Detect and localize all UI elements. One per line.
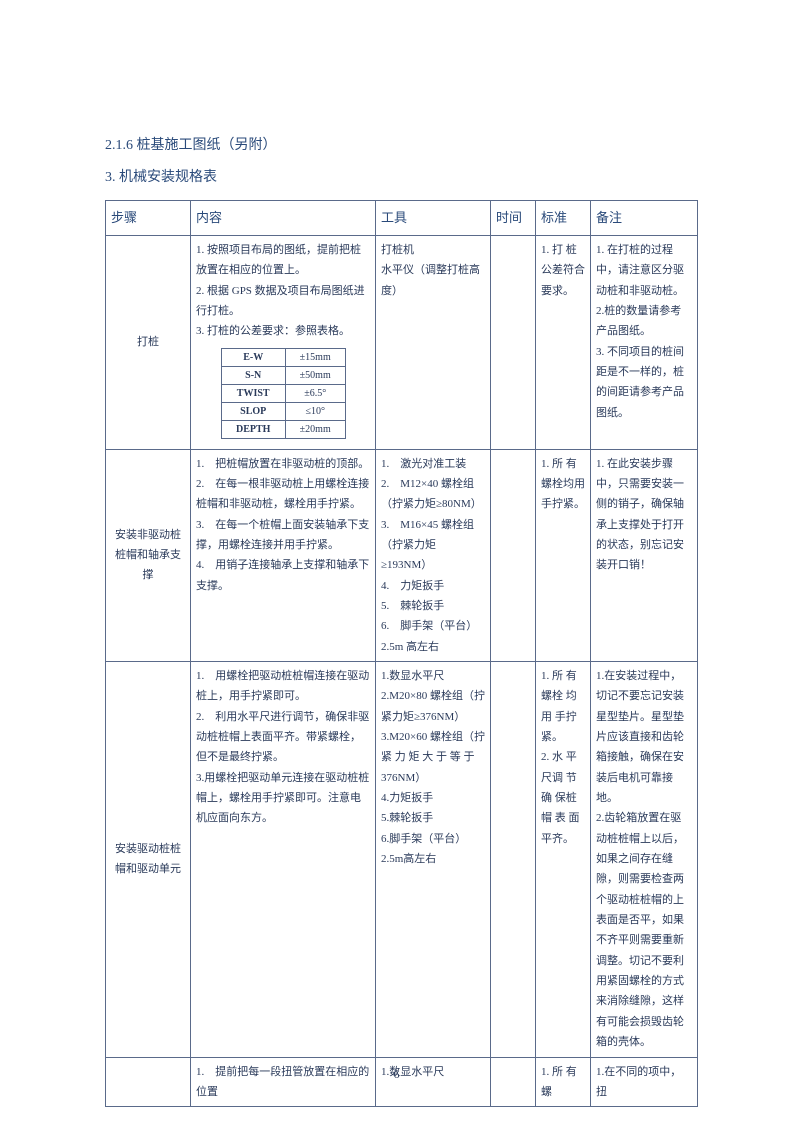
tolerance-table: E-W±15mm S-N±50mm TWIST±6.5° SLOP≤10° DE… [221,348,346,439]
heading-2: 3. 机械安装规格表 [105,167,698,189]
content-line: 2. 根据 GPS 数据及项目布局图纸进行打桩。 [196,285,365,317]
header-tool: 工具 [376,200,491,235]
tol-label: SLOP [221,402,285,420]
tool-cell: 1. 激光对准工装2. M12×40 螺栓组（拧紧力矩≥80NM）3. M16×… [376,449,491,661]
tol-label: DEPTH [221,420,285,438]
tol-value: ≤10° [285,402,345,420]
time-cell [491,235,536,449]
standard-cell: 1. 所 有 螺栓 均 用 手拧紧。2. 水 平 尺调 节 确 保桩 帽 表 面… [536,661,591,1057]
tol-label: E-W [221,348,285,366]
tool-cell: 1.数显水平尺2.M20×80 螺栓组（拧紧力矩≥376NM）3.M20×60 … [376,661,491,1057]
heading-1: 2.1.6 桩基施工图纸（另附） [105,135,698,157]
tol-value: ±20mm [285,420,345,438]
page-number: 6 [0,1067,793,1082]
table-row: 安装驱动桩桩帽和驱动单元 1. 用螺栓把驱动桩桩帽连接在驱动桩上，用手拧紧即可。… [106,661,698,1057]
tol-label: TWIST [221,384,285,402]
step-cell: 安装非驱动桩桩帽和轴承支撑 [106,449,191,661]
note-cell: 1. 在此安装步骤中，只需要安装一侧的销子，确保轴承上支撑处于打开的状态，别忘记… [591,449,698,661]
standard-cell: 1. 所 有 螺栓均用手拧紧。 [536,449,591,661]
standard-cell: 1. 打 桩 公差符合要求。 [536,235,591,449]
content-line: 1. 按照项目布局的图纸，提前把桩放置在相应的位置上。 [196,244,361,276]
header-time: 时间 [491,200,536,235]
spec-table: 步骤 内容 工具 时间 标准 备注 打桩 1. 按照项目布局的图纸，提前把桩放置… [105,200,698,1107]
tol-label: S-N [221,366,285,384]
content-cell: 1. 把桩帽放置在非驱动桩的顶部。2. 在每一根非驱动桩上用螺栓连接桩帽和非驱动… [191,449,376,661]
time-cell [491,449,536,661]
header-note: 备注 [591,200,698,235]
time-cell [491,661,536,1057]
header-content: 内容 [191,200,376,235]
table-row: 安装非驱动桩桩帽和轴承支撑 1. 把桩帽放置在非驱动桩的顶部。2. 在每一根非驱… [106,449,698,661]
content-cell: 1. 按照项目布局的图纸，提前把桩放置在相应的位置上。 2. 根据 GPS 数据… [191,235,376,449]
step-cell: 安装驱动桩桩帽和驱动单元 [106,661,191,1057]
step-cell: 打桩 [106,235,191,449]
header-standard: 标准 [536,200,591,235]
table-header-row: 步骤 内容 工具 时间 标准 备注 [106,200,698,235]
content-line: 3. 打桩的公差要求：参照表格。 [196,325,350,337]
content-cell: 1. 用螺栓把驱动桩桩帽连接在驱动桩上，用手拧紧即可。2. 利用水平尺进行调节，… [191,661,376,1057]
table-row: 打桩 1. 按照项目布局的图纸，提前把桩放置在相应的位置上。 2. 根据 GPS… [106,235,698,449]
tol-value: ±15mm [285,348,345,366]
note-cell: 1. 在打桩的过程中，请注意区分驱动桩和非驱动桩。2.桩的数量请参考产品图纸。3… [591,235,698,449]
header-step: 步骤 [106,200,191,235]
tol-value: ±50mm [285,366,345,384]
note-cell: 1.在安装过程中，切记不要忘记安装星型垫片。星型垫片应该直接和齿轮箱接触，确保在… [591,661,698,1057]
tol-value: ±6.5° [285,384,345,402]
tool-cell: 打桩机水平仪（调整打桩高度） [376,235,491,449]
